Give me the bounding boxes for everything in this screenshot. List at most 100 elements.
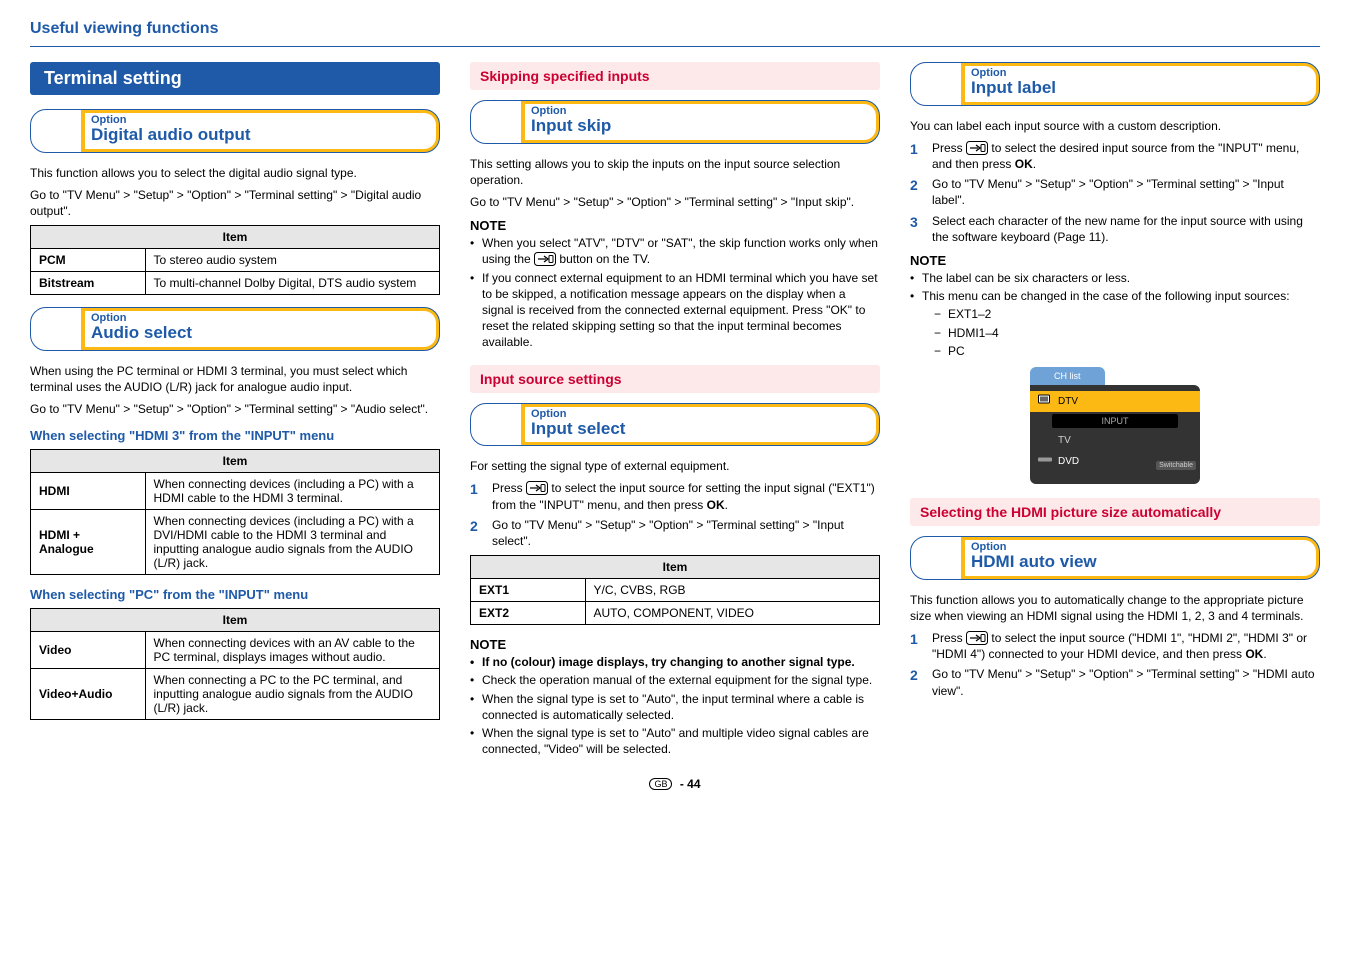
menu-path: Go to "TV Menu" > "Setup" > "Option" > "… [30,401,440,417]
list-item: HDMI1–4 [934,325,1320,341]
text: Go to "TV Menu" > "Setup" > "Option" > "… [492,517,880,549]
text: to select the input source for setting t… [492,481,875,511]
text: Go to "TV Menu" > "Setup" > "Option" > "… [932,176,1320,208]
table-cell: Video+Audio [31,668,146,719]
table-cell: When connecting devices with an AV cable… [145,631,439,668]
text: . [1033,157,1036,171]
osd-row: TV [1030,430,1200,451]
option-input-skip: Option Input skip [470,100,880,144]
table-cell: EXT1 [471,579,586,602]
table-cell: To multi-channel Dolby Digital, DTS audi… [145,272,439,295]
note-heading: NOTE [470,637,880,652]
option-label: Option [531,409,866,420]
body-text: When using the PC terminal or HDMI 3 ter… [30,363,440,395]
table-input-select: Item EXT1Y/C, CVBS, RGB EXT2AUTO, COMPON… [470,555,880,625]
page-number: - 44 [680,777,701,791]
body-text: For setting the signal type of external … [470,458,880,474]
table-header: Item [471,556,880,579]
subsection-hdmi-auto: Selecting the HDMI picture size automati… [910,498,1320,526]
body-text: This function allows you to automaticall… [910,592,1320,624]
table-cell: To stereo audio system [145,249,439,272]
table-digital-audio: Item PCMTo stereo audio system Bitstream… [30,225,440,295]
player-icon [1038,456,1052,467]
column-3: Option Input label You can label each in… [910,62,1320,759]
osd-row-selected: DTV [1030,391,1200,412]
table-cell: Y/C, CVBS, RGB [585,579,879,602]
ok-label: OK [1245,647,1263,661]
subsection-input-source-settings: Input source settings [470,365,880,393]
table-cell: AUTO, COMPONENT, VIDEO [585,602,879,625]
input-button-icon [966,631,988,645]
table-cell: EXT2 [471,602,586,625]
column-1: Terminal setting Option Digital audio ou… [30,62,440,759]
table-cell: When connecting a PC to the PC terminal,… [145,668,439,719]
osd-corner-label: Switchable [1156,461,1196,470]
osd-panel-label: INPUT [1052,414,1178,428]
list-item: 1 Press to select the input source ("HDM… [910,630,1320,662]
list-item: 2Go to "TV Menu" > "Setup" > "Option" > … [470,517,880,549]
text: button on the TV. [559,252,650,266]
note-list: When you select "ATV", "DTV" or "SAT", t… [470,235,880,350]
list-item: This menu can be changed in the case of … [910,288,1320,359]
text: Press [492,481,526,495]
table-cell: HDMI + Analogue [31,509,146,574]
page-footer: GB - 44 [30,777,1320,791]
input-button-icon [526,481,548,495]
option-title: Input skip [531,117,866,136]
text: Select each character of the new name fo… [932,213,1320,245]
page-title: Useful viewing functions [30,20,1320,47]
text: Go to "TV Menu" > "Setup" > "Option" > "… [932,666,1320,698]
option-audio-select: Option Audio select [30,307,440,351]
text: to select the desired input source from … [932,141,1299,171]
option-title: HDMI auto view [971,553,1306,572]
ok-label: OK [707,498,725,512]
table-cell: Bitstream [31,272,146,295]
list-item: 1 Press to select the input source for s… [470,480,880,512]
option-input-label: Option Input label [910,62,1320,106]
osd-tab: CH list [1030,367,1105,385]
column-2: Skipping specified inputs Option Input s… [470,62,880,759]
menu-path: Go to "TV Menu" > "Setup" > "Option" > "… [470,194,880,210]
table-header: Item [31,226,440,249]
table-header: Item [31,449,440,472]
input-button-icon [966,141,988,155]
subsection-skipping-inputs: Skipping specified inputs [470,62,880,90]
list-item: Check the operation manual of the extern… [470,672,880,688]
option-title: Input label [971,79,1306,98]
osd-row-label: DTV [1058,396,1078,407]
note-list: If no (colour) image displays, try chang… [470,654,880,757]
list-item: EXT1–2 [934,306,1320,322]
steps-list: 1 Press to select the desired input sour… [910,140,1320,245]
text: Press [932,631,966,645]
osd-mock: CH list DTV INPUT TV DVD Switchable [1030,367,1200,484]
body-text: This setting allows you to skip the inpu… [470,156,880,188]
option-hdmi-auto-view: Option HDMI auto view [910,536,1320,580]
text: . [1263,647,1266,661]
table-cell: When connecting devices (including a PC)… [145,509,439,574]
table-cell: PCM [31,249,146,272]
option-title: Input select [531,420,866,439]
osd-row-label: TV [1058,435,1071,446]
list-item: 2Go to "TV Menu" > "Setup" > "Option" > … [910,176,1320,208]
list-item: When you select "ATV", "DTV" or "SAT", t… [470,235,880,267]
table-cell: Video [31,631,146,668]
option-title: Audio select [91,324,426,343]
list-item: The label can be six characters or less. [910,270,1320,286]
note-list: The label can be six characters or less.… [910,270,1320,359]
list-item: PC [934,343,1320,359]
body-text: You can label each input source with a c… [910,118,1320,134]
steps-list: 1 Press to select the input source ("HDM… [910,630,1320,699]
ok-label: OK [1015,157,1033,171]
region-badge: GB [649,778,672,790]
list-item: When the signal type is set to "Auto" an… [470,725,880,757]
sub-heading: When selecting "PC" from the "INPUT" men… [30,587,440,602]
table-header: Item [31,608,440,631]
input-button-icon [534,252,556,266]
list-item: 3Select each character of the new name f… [910,213,1320,245]
menu-path: Go to "TV Menu" > "Setup" > "Option" > "… [30,187,440,219]
text: Press [932,141,966,155]
text: . [725,498,728,512]
option-title: Digital audio output [91,126,426,145]
osd-row-label: DVD [1058,456,1079,467]
note-heading: NOTE [470,218,880,233]
